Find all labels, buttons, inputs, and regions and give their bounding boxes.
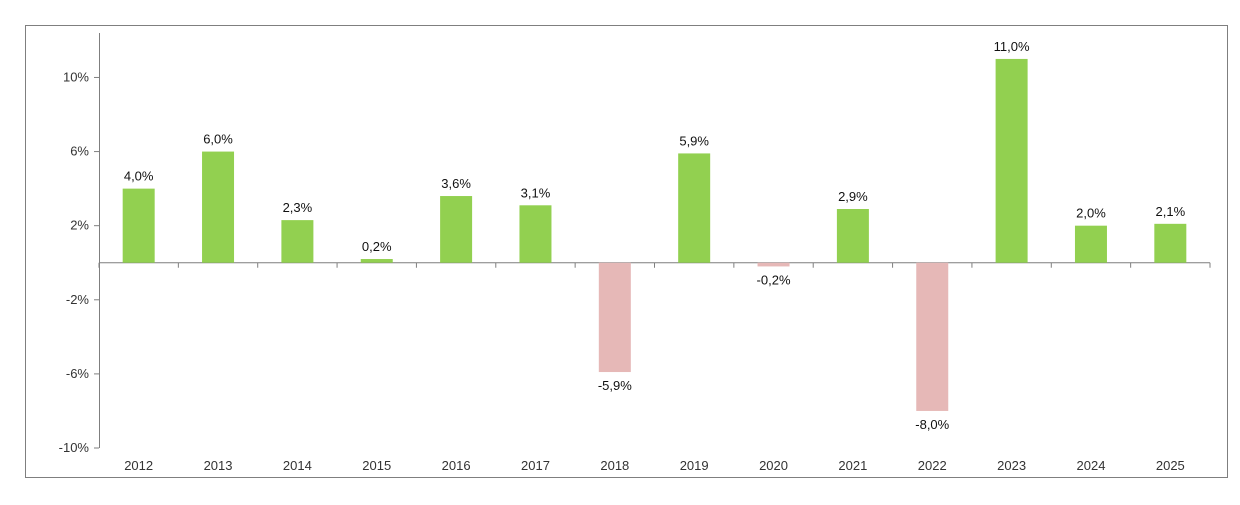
bar-2018 xyxy=(598,262,631,373)
bar-2020 xyxy=(757,262,790,267)
x-tick-label: 2013 xyxy=(204,458,233,473)
data-label: 0,2% xyxy=(362,239,392,254)
x-tick-label: 2019 xyxy=(680,458,709,473)
bar-2021 xyxy=(836,209,869,263)
x-tick-label: 2023 xyxy=(997,458,1026,473)
y-tick-label: -10% xyxy=(59,440,90,455)
x-tick-label: 2024 xyxy=(1077,458,1106,473)
data-label: 2,0% xyxy=(1076,206,1106,221)
x-tick-label: 2016 xyxy=(442,458,471,473)
bar-2017 xyxy=(519,205,552,263)
data-label: 11,0% xyxy=(994,39,1030,54)
x-tick-label: 2015 xyxy=(362,458,391,473)
x-tick-label: 2021 xyxy=(838,458,867,473)
bar-2023 xyxy=(995,58,1028,263)
data-label: -8,0% xyxy=(915,417,949,432)
bar-2013 xyxy=(202,151,235,263)
data-label: 2,9% xyxy=(838,189,868,204)
bar-2015 xyxy=(360,259,393,263)
bar-2022 xyxy=(916,262,949,411)
bars xyxy=(122,58,1187,411)
x-tick-label: 2020 xyxy=(759,458,788,473)
y-tick-label: 2% xyxy=(70,218,89,233)
data-label: -0,2% xyxy=(757,272,791,287)
data-label: -5,9% xyxy=(598,378,632,393)
bar-2016 xyxy=(440,196,473,263)
y-tick-label: -2% xyxy=(66,292,90,307)
data-label: 2,1% xyxy=(1156,204,1186,219)
data-labels: 4,0% 6,0% 2,3% 0,2% 3,6% 3,1% -5,9% 5,9% -0,2% 2,… xyxy=(124,39,1186,432)
bar-2025 xyxy=(1154,223,1187,263)
data-label: 3,6% xyxy=(441,176,471,191)
y-tick-label: 10% xyxy=(63,69,89,84)
x-tick-label: 2022 xyxy=(918,458,947,473)
x-tick-label: 2017 xyxy=(521,458,550,473)
bar-2019 xyxy=(678,153,711,263)
bar-2014 xyxy=(281,220,314,263)
data-label: 4,0% xyxy=(124,169,154,184)
x-tick-label: 2014 xyxy=(283,458,312,473)
bar-2024 xyxy=(1074,225,1107,263)
x-tick-label: 2018 xyxy=(600,458,629,473)
x-tick-label: 2025 xyxy=(1156,458,1185,473)
y-tick-label: -6% xyxy=(66,366,90,381)
data-label: 5,9% xyxy=(679,133,709,148)
data-label: 6,0% xyxy=(203,132,233,147)
bar-2012 xyxy=(122,188,155,263)
y-tick-label: 6% xyxy=(70,144,89,159)
data-label: 2,3% xyxy=(283,200,313,215)
y-axis: 10% 6% 2% -2% -6% -10% xyxy=(59,33,100,455)
data-label: 3,1% xyxy=(521,185,551,200)
x-tick-label: 2012 xyxy=(124,458,153,473)
